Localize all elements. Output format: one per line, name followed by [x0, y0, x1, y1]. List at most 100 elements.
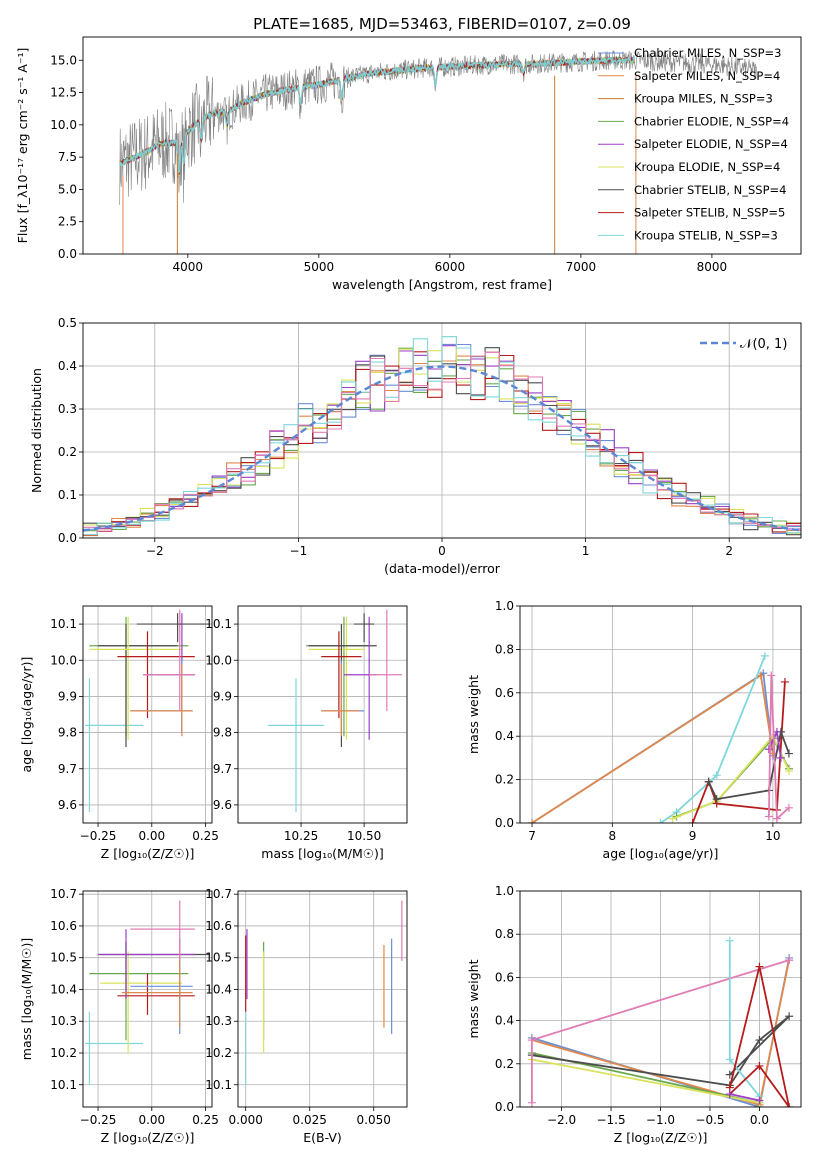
x-tick-label: −0.25	[80, 1113, 117, 1127]
plot-area	[83, 606, 212, 823]
y-tick-label: 10.1	[50, 617, 77, 631]
y-axis-label: age [log₁₀(age/yr)]	[19, 657, 34, 773]
y-tick-label: 0.8	[495, 927, 514, 941]
x-tick-label: 1	[582, 544, 590, 558]
x-axis-label: age [log₁₀(age/yr)]	[603, 846, 719, 861]
x-tick-label: 0.050	[357, 1113, 391, 1127]
y-tick-label: 10.1	[205, 1078, 232, 1092]
y-tick-label: 0.2	[495, 1057, 514, 1071]
y-tick-label: 10.5	[205, 951, 232, 965]
y-tick-label: 9.9	[213, 689, 232, 703]
y-tick-label: 10.1	[205, 617, 232, 631]
legend-label: Kroupa MILES, N_SSP=3	[634, 92, 773, 106]
x-axis-label: Z [log₁₀(Z/Z☉)]	[101, 846, 195, 861]
weight-marker	[756, 671, 765, 680]
grid	[83, 891, 212, 1107]
y-axis-label: mass [log₁₀(M/M☉)]	[19, 938, 34, 1060]
weight-marker	[764, 745, 773, 754]
y-tick-label: 0.4	[58, 359, 77, 373]
x-tick-label: −0.5	[695, 1113, 724, 1127]
x-tick-label: 7	[528, 829, 536, 843]
x-tick-label: −1.5	[596, 1113, 625, 1127]
figure-title: PLATE=1685, MJD=53463, FIBERID=0107, z=0…	[253, 15, 631, 33]
weight-marker	[712, 771, 721, 780]
x-axis-label: Z [log₁₀(Z/Z☉)]	[614, 1130, 708, 1145]
legend-label: Chabrier MILES, N_SSP=3	[634, 46, 781, 60]
weight-marker	[668, 814, 677, 823]
y-tick-label: 10.5	[50, 951, 77, 965]
mass-weight-vs-metallicity-panel: −2.0 −1.5 −1.0 −0.5 0.0 0.0 0.2 0.4 0.6 0.8 1.0 Z […	[466, 884, 802, 1145]
x-tick-label: −1.0	[646, 1113, 675, 1127]
y-tick-label: 0.8	[495, 642, 514, 656]
y-tick-label: 5.0	[58, 182, 77, 196]
grid	[520, 606, 801, 823]
y-axis-label: mass weight	[466, 959, 481, 1038]
weight-marker	[760, 651, 769, 660]
x-tick-label: 0.00	[138, 829, 165, 843]
plot-area	[238, 606, 407, 823]
weight-marker	[527, 1036, 536, 1045]
y-tick-label: 10.7	[205, 887, 232, 901]
y-tick-label: 0.0	[58, 247, 77, 261]
plot-area	[520, 606, 801, 823]
y-tick-label: 7.5	[58, 150, 77, 164]
legend-label: 𝒩(0, 1)	[740, 337, 787, 352]
axes-frame	[82, 322, 802, 539]
weight-marker	[527, 1098, 536, 1107]
legend-label: Kroupa ELODIE, N_SSP=4	[634, 160, 780, 174]
legend-label: Chabrier STELIB, N_SSP=4	[634, 183, 786, 197]
x-axis-label: Z [log₁₀(Z/Z☉)]	[101, 1130, 195, 1145]
plot-area	[83, 323, 801, 538]
y-axis-label: mass weight	[466, 675, 481, 754]
y-tick-label: 10.2	[50, 1046, 77, 1060]
weight-marker	[688, 819, 697, 823]
weight-marker	[755, 1096, 764, 1105]
y-tick-label: 0.6	[495, 686, 514, 700]
weight-marker	[784, 803, 793, 812]
x-tick-label: 5000	[304, 260, 335, 274]
weight-marker	[776, 753, 785, 762]
weight-marker	[656, 819, 665, 823]
y-tick-label: 9.7	[58, 762, 77, 776]
y-tick-label: 9.8	[213, 726, 232, 740]
x-tick-label: 0	[438, 544, 446, 558]
y-tick-label: 0.0	[495, 1100, 514, 1114]
plot-area	[83, 891, 212, 1107]
x-axis-label: wavelength [Angstrom, rest frame]	[332, 277, 552, 292]
y-tick-label: 10.0	[50, 653, 77, 667]
y-tick-label: 9.9	[58, 689, 77, 703]
y-tick-label: 10.1	[50, 1078, 77, 1092]
weight-marker	[712, 795, 721, 804]
weight-marker	[780, 677, 789, 686]
weight-series-line	[659, 655, 766, 823]
x-tick-label: 0.0	[750, 1113, 769, 1127]
x-tick-label: 2	[725, 544, 733, 558]
weight-marker	[772, 814, 781, 823]
y-tick-label: 0.2	[58, 445, 77, 459]
y-tick-label: 10.6	[205, 919, 232, 933]
weight-marker	[784, 766, 793, 775]
x-tick-label: 10.50	[347, 829, 381, 843]
age-vs-metallicity-panel: −0.25 0.00 0.25 9.6 9.7 9.8 9.9 10.0 10.1 Z [log₁…	[19, 605, 219, 861]
weight-marker	[755, 1036, 764, 1045]
y-tick-label: 15.0	[50, 53, 77, 67]
weight-marker	[764, 812, 773, 821]
weight-marker	[767, 671, 776, 680]
y-tick-label: 10.0	[50, 118, 77, 132]
y-axis-label: Normed distribution	[29, 368, 44, 493]
y-tick-label: 9.6	[58, 798, 77, 812]
x-axis-label: (data-model)/error	[384, 561, 501, 576]
legend-label: Salpeter ELODIE, N_SSP=4	[634, 137, 788, 151]
y-tick-label: 9.8	[58, 726, 77, 740]
axes-frame	[519, 890, 802, 1108]
weight-marker	[785, 1012, 794, 1021]
legend-label: Chabrier ELODIE, N_SSP=4	[634, 114, 789, 128]
y-tick-label: 10.4	[205, 982, 232, 996]
axes-frame	[519, 605, 802, 824]
residuals-panel: −2 −1 0 1 2 0.0 0.1 0.2 0.3 0.4 0.5 (data-model)/er…	[29, 316, 802, 576]
weight-marker	[755, 1061, 764, 1070]
x-axis-label: mass [log₁₀(M/M☉)]	[261, 846, 383, 861]
x-tick-label: 7000	[566, 260, 597, 274]
y-tick-label: 10.7	[50, 887, 77, 901]
